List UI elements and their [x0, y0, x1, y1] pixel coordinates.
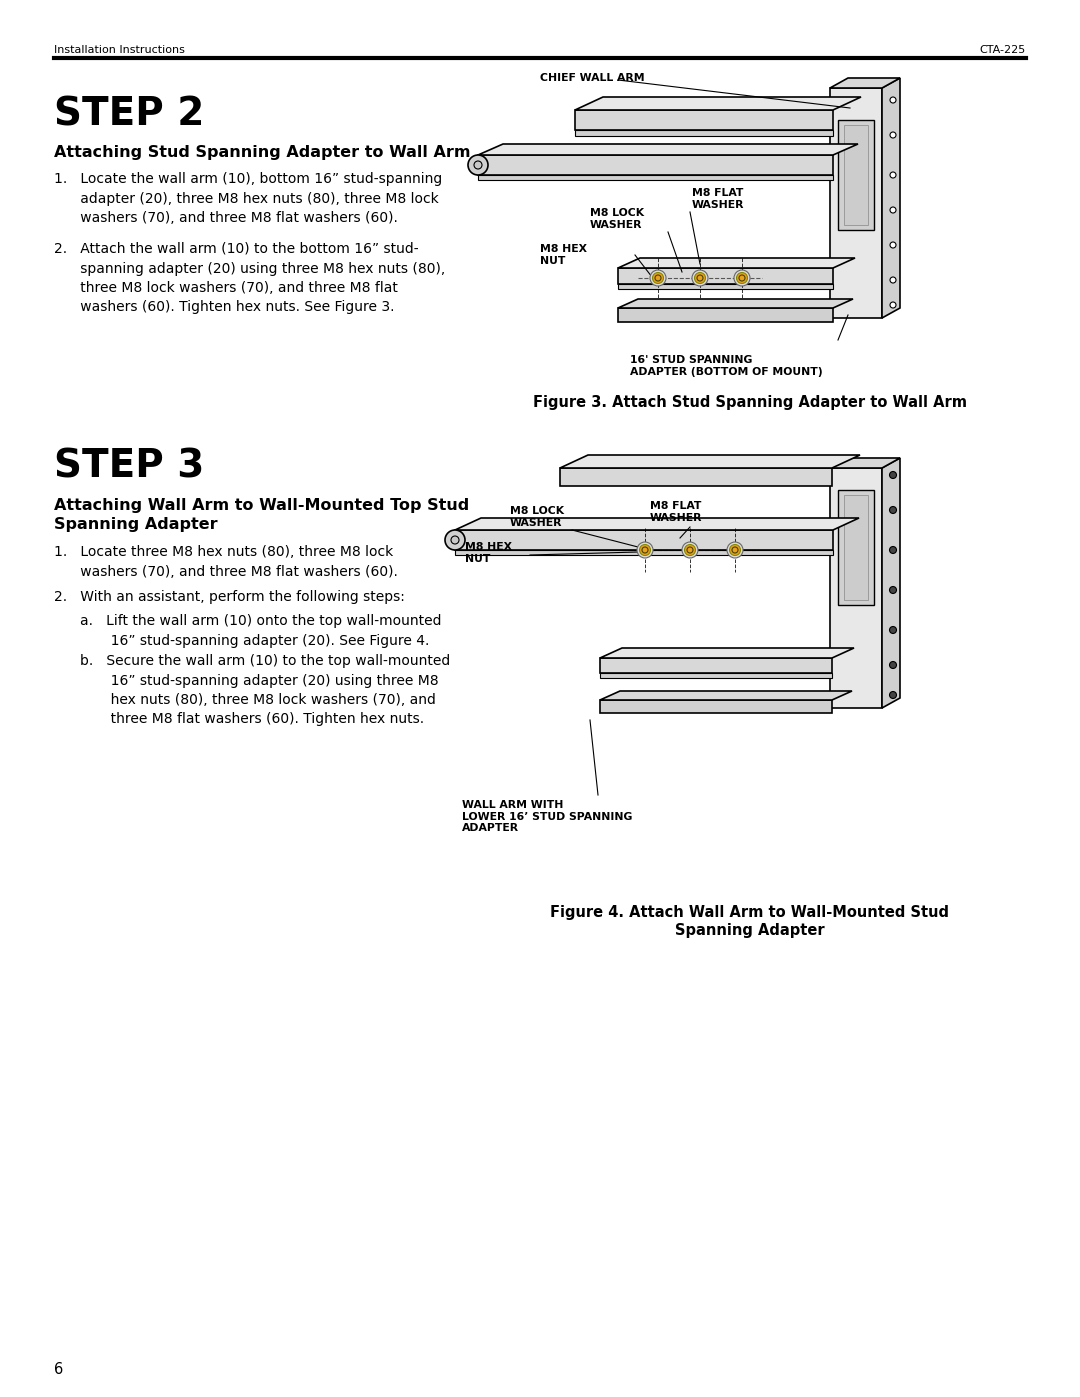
Polygon shape — [618, 299, 853, 307]
Circle shape — [642, 548, 648, 553]
Bar — [575, 110, 833, 130]
Text: a.   Lift the wall arm (10) onto the top wall-mounted
       16” stud-spanning a: a. Lift the wall arm (10) onto the top w… — [80, 615, 442, 647]
Circle shape — [890, 507, 896, 514]
Text: Spanning Adapter: Spanning Adapter — [675, 923, 825, 937]
Bar — [843, 495, 868, 599]
Circle shape — [474, 161, 482, 169]
Bar — [575, 130, 833, 136]
Polygon shape — [882, 78, 900, 319]
Text: WALL ARM WITH
LOWER 16’ STUD SPANNING
ADAPTER: WALL ARM WITH LOWER 16’ STUD SPANNING AD… — [462, 800, 633, 833]
Circle shape — [737, 272, 747, 284]
Text: 16' STUD SPANNING
ADAPTER (BOTTOM OF MOUNT): 16' STUD SPANNING ADAPTER (BOTTOM OF MOU… — [630, 355, 823, 377]
Circle shape — [890, 472, 896, 479]
Bar — [600, 700, 832, 712]
Polygon shape — [561, 455, 860, 468]
Circle shape — [727, 542, 743, 557]
Circle shape — [637, 542, 653, 557]
Circle shape — [692, 270, 708, 286]
Circle shape — [732, 548, 738, 553]
Circle shape — [697, 275, 703, 281]
Polygon shape — [478, 144, 858, 155]
Polygon shape — [455, 518, 859, 529]
Circle shape — [654, 275, 661, 281]
Bar — [478, 175, 833, 180]
Circle shape — [451, 536, 459, 543]
Circle shape — [890, 207, 896, 212]
Text: Installation Instructions: Installation Instructions — [54, 45, 185, 54]
Text: 1.   Locate three M8 hex nuts (80), three M8 lock
      washers (70), and three : 1. Locate three M8 hex nuts (80), three … — [54, 545, 397, 578]
Circle shape — [639, 545, 650, 556]
Bar — [838, 120, 874, 231]
Bar — [618, 307, 833, 321]
Circle shape — [729, 545, 741, 556]
Circle shape — [890, 662, 896, 669]
Text: M8 LOCK
WASHER: M8 LOCK WASHER — [590, 208, 644, 231]
Bar — [455, 529, 833, 550]
Bar — [561, 468, 832, 486]
Bar — [600, 673, 832, 678]
Text: Attaching Wall Arm to Wall-Mounted Top Stud
Spanning Adapter: Attaching Wall Arm to Wall-Mounted Top S… — [54, 497, 469, 532]
Ellipse shape — [468, 155, 488, 175]
Circle shape — [890, 277, 896, 284]
Text: M8 HEX
NUT: M8 HEX NUT — [540, 244, 588, 265]
Text: 1.   Locate the wall arm (10), bottom 16” stud-spanning
      adapter (20), thre: 1. Locate the wall arm (10), bottom 16” … — [54, 172, 442, 225]
Text: b.   Secure the wall arm (10) to the top wall-mounted
       16” stud-spanning a: b. Secure the wall arm (10) to the top w… — [80, 654, 450, 726]
Ellipse shape — [445, 529, 465, 550]
Text: M8 LOCK
WASHER: M8 LOCK WASHER — [510, 506, 564, 528]
Circle shape — [685, 545, 696, 556]
Text: Figure 3. Attach Stud Spanning Adapter to Wall Arm: Figure 3. Attach Stud Spanning Adapter t… — [534, 395, 967, 409]
Bar — [831, 468, 882, 708]
Circle shape — [650, 270, 666, 286]
Circle shape — [890, 96, 896, 103]
Polygon shape — [831, 458, 900, 468]
Circle shape — [890, 131, 896, 138]
Circle shape — [694, 272, 705, 284]
Text: 2.   Attach the wall arm (10) to the bottom 16” stud-
      spanning adapter (20: 2. Attach the wall arm (10) to the botto… — [54, 242, 445, 314]
Text: M8 FLAT
WASHER: M8 FLAT WASHER — [692, 189, 744, 210]
Polygon shape — [831, 78, 900, 88]
Circle shape — [890, 626, 896, 633]
Bar — [618, 268, 833, 284]
Circle shape — [890, 587, 896, 594]
Text: Figure 4. Attach Wall Arm to Wall-Mounted Stud: Figure 4. Attach Wall Arm to Wall-Mounte… — [551, 905, 949, 921]
Circle shape — [890, 692, 896, 698]
Polygon shape — [600, 692, 852, 700]
Circle shape — [681, 542, 698, 557]
Circle shape — [739, 275, 745, 281]
Text: STEP 3: STEP 3 — [54, 448, 204, 486]
Circle shape — [890, 242, 896, 249]
Circle shape — [890, 546, 896, 553]
Bar — [618, 284, 833, 289]
Circle shape — [890, 172, 896, 177]
Text: M8 HEX
NUT: M8 HEX NUT — [465, 542, 512, 564]
Bar — [478, 155, 833, 175]
Text: STEP 2: STEP 2 — [54, 95, 204, 133]
Text: 2.   With an assistant, perform the following steps:: 2. With an assistant, perform the follow… — [54, 590, 405, 604]
Text: CHIEF WALL ARM: CHIEF WALL ARM — [540, 73, 645, 82]
Circle shape — [652, 272, 663, 284]
Bar — [843, 124, 868, 225]
Text: 6: 6 — [54, 1362, 64, 1377]
Polygon shape — [618, 258, 855, 268]
Circle shape — [890, 302, 896, 307]
Text: M8 FLAT
WASHER: M8 FLAT WASHER — [650, 502, 702, 522]
Circle shape — [734, 270, 750, 286]
Polygon shape — [882, 458, 900, 708]
Text: CTA-225: CTA-225 — [980, 45, 1026, 54]
Bar — [831, 88, 882, 319]
Bar — [600, 658, 832, 673]
Circle shape — [687, 548, 693, 553]
Bar — [455, 550, 833, 555]
Polygon shape — [600, 648, 854, 658]
Text: Attaching Stud Spanning Adapter to Wall Arm: Attaching Stud Spanning Adapter to Wall … — [54, 145, 471, 161]
Polygon shape — [575, 96, 861, 110]
Bar — [838, 490, 874, 605]
